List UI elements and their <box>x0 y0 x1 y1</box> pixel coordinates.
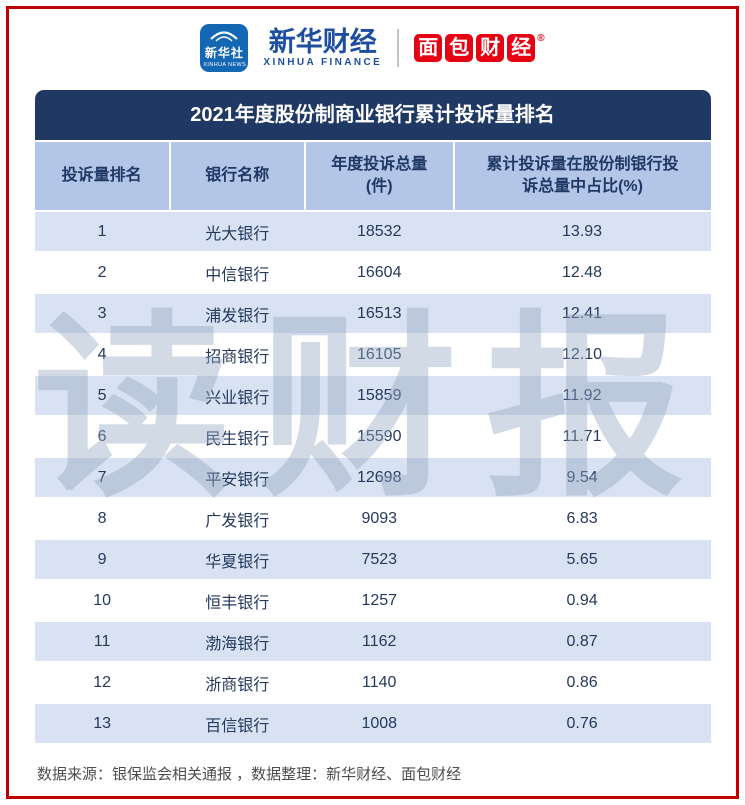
xinhua-finance-name-en: XINHUA FINANCE <box>263 56 383 68</box>
col-header-share-line2: 诉总量中占比(%) <box>522 178 643 195</box>
cell-bank-name: 恒丰银行 <box>169 579 305 621</box>
cell-bank-name: 浙商银行 <box>169 661 305 703</box>
cell-bank-name: 平安银行 <box>169 456 305 498</box>
cell-rank: 4 <box>34 333 170 375</box>
complaints-ranking-table: 投诉量排名 银行名称 年度投诉总量 (件) 累计投诉量在股份制银行投 诉总量中占… <box>34 140 711 743</box>
cell-share-percent: 11.92 <box>453 374 711 416</box>
table-row: 12 浙商银行 1140 0.86 <box>34 661 711 703</box>
table-row: 9 华夏银行 7523 5.65 <box>34 538 711 580</box>
brand-header: 新华社 XINHUA NEWS 新华财经 XINHUA FINANCE 面包财经… <box>9 21 736 75</box>
table-row: 11 渤海银行 1162 0.87 <box>34 620 711 662</box>
bread-finance-char-tile: 财 <box>476 34 505 62</box>
cell-share-percent: 6.83 <box>453 497 711 539</box>
cell-share-percent: 0.87 <box>453 620 711 662</box>
bread-finance-char-tile: 包 <box>445 34 474 62</box>
xinhua-finance-name: 新华财经 <box>268 27 377 58</box>
cell-total-complaints: 15859 <box>304 374 454 416</box>
cell-rank: 1 <box>34 210 170 252</box>
table-row: 5 兴业银行 15859 11.92 <box>34 374 711 416</box>
table-row: 6 民生银行 15590 11.71 <box>34 415 711 457</box>
bread-finance-tiles: 面包财经 <box>414 34 536 62</box>
header-row: 投诉量排名 银行名称 年度投诉总量 (件) 累计投诉量在股份制银行投 诉总量中占… <box>34 140 711 211</box>
cell-bank-name: 光大银行 <box>169 210 305 252</box>
cell-rank: 3 <box>34 292 170 334</box>
cell-bank-name: 民生银行 <box>169 415 305 457</box>
col-header-share: 累计投诉量在股份制银行投 诉总量中占比(%) <box>453 140 711 211</box>
bread-finance-char-tile: 面 <box>414 34 443 62</box>
table-header: 投诉量排名 银行名称 年度投诉总量 (件) 累计投诉量在股份制银行投 诉总量中占… <box>34 140 711 211</box>
bread-finance-char-tile: 经 <box>507 34 536 62</box>
cell-share-percent: 12.48 <box>453 251 711 293</box>
cell-rank: 8 <box>34 497 170 539</box>
col-header-share-line1: 累计投诉量在股份制银行投 <box>486 156 679 174</box>
cell-share-percent: 13.93 <box>453 210 711 252</box>
table-row: 13 百信银行 1008 0.76 <box>34 702 711 743</box>
cell-bank-name: 华夏银行 <box>169 538 305 580</box>
globe-icon <box>210 31 239 42</box>
registered-trademark-mark: ® <box>537 33 545 44</box>
bread-finance-logo: 面包财经 ® <box>414 33 545 62</box>
ranking-card: 2021年度股份制商业银行累计投诉量排名 投诉量排名 银行名称 年度投诉总量 (… <box>34 90 711 743</box>
table-row: 1 光大银行 18532 13.93 <box>34 210 711 252</box>
cell-total-complaints: 16105 <box>304 333 454 375</box>
cell-share-percent: 0.76 <box>453 702 711 743</box>
table-row: 3 浦发银行 16513 12.41 <box>34 292 711 334</box>
cell-share-percent: 12.10 <box>453 333 711 375</box>
table-row: 2 中信银行 16604 12.48 <box>34 251 711 293</box>
col-header-total-line2: (件) <box>365 178 393 195</box>
cell-total-complaints: 18532 <box>304 210 454 252</box>
col-header-total: 年度投诉总量 (件) <box>304 140 455 211</box>
cell-rank: 6 <box>34 415 170 457</box>
cell-share-percent: 5.65 <box>453 538 711 580</box>
xinhua-finance-logo: 新华财经 XINHUA FINANCE <box>263 27 383 68</box>
table-row: 10 恒丰银行 1257 0.94 <box>34 579 711 621</box>
cell-rank: 12 <box>34 661 170 703</box>
table-body: 1 光大银行 18532 13.93 2 中信银行 16604 12.48 3 浦发银行 16513… <box>34 210 711 743</box>
cell-rank: 2 <box>34 251 170 293</box>
xinhua-news-agency-logo: 新华社 XINHUA NEWS <box>200 24 249 72</box>
cell-bank-name: 招商银行 <box>169 333 305 375</box>
logo-divider <box>397 29 400 67</box>
cell-total-complaints: 9093 <box>304 497 454 539</box>
xinhua-news-agency-name-en: XINHUA NEWS <box>203 62 246 68</box>
data-source-note: 数据来源：银保监会相关通报 ，数据整理：新华财经、面包财经 <box>37 766 462 783</box>
page-frame: 新华社 XINHUA NEWS 新华财经 XINHUA FINANCE 面包财经… <box>6 6 739 799</box>
cell-total-complaints: 1257 <box>304 579 454 621</box>
table-row: 8 广发银行 9093 6.83 <box>34 497 711 539</box>
cell-rank: 11 <box>34 620 170 662</box>
cell-total-complaints: 15590 <box>304 415 454 457</box>
cell-bank-name: 广发银行 <box>169 497 305 539</box>
col-header-bank: 银行名称 <box>169 140 306 211</box>
table-title: 2021年度股份制商业银行累计投诉量排名 <box>34 90 711 140</box>
cell-share-percent: 0.94 <box>453 579 711 621</box>
col-header-rank: 投诉量排名 <box>34 140 171 211</box>
cell-rank: 5 <box>34 374 170 416</box>
cell-share-percent: 12.41 <box>453 292 711 334</box>
cell-rank: 9 <box>34 538 170 580</box>
cell-rank: 13 <box>34 702 170 743</box>
col-header-total-line1: 年度投诉总量 <box>331 156 428 174</box>
cell-total-complaints: 1140 <box>304 661 454 703</box>
cell-bank-name: 中信银行 <box>169 251 305 293</box>
cell-total-complaints: 16604 <box>304 251 454 293</box>
cell-total-complaints: 1162 <box>304 620 454 662</box>
cell-share-percent: 9.54 <box>453 456 711 498</box>
cell-bank-name: 渤海银行 <box>169 620 305 662</box>
table-row: 4 招商银行 16105 12.10 <box>34 333 711 375</box>
cell-total-complaints: 12698 <box>304 456 454 498</box>
cell-rank: 7 <box>34 456 170 498</box>
cell-rank: 10 <box>34 579 170 621</box>
cell-bank-name: 兴业银行 <box>169 374 305 416</box>
cell-share-percent: 11.71 <box>453 415 711 457</box>
cell-bank-name: 百信银行 <box>169 702 305 743</box>
cell-bank-name: 浦发银行 <box>169 292 305 334</box>
xinhua-news-agency-name: 新华社 <box>204 46 244 60</box>
cell-share-percent: 0.86 <box>453 661 711 703</box>
cell-total-complaints: 7523 <box>304 538 454 580</box>
cell-total-complaints: 16513 <box>304 292 454 334</box>
cell-total-complaints: 1008 <box>304 702 454 743</box>
table-row: 7 平安银行 12698 9.54 <box>34 456 711 498</box>
